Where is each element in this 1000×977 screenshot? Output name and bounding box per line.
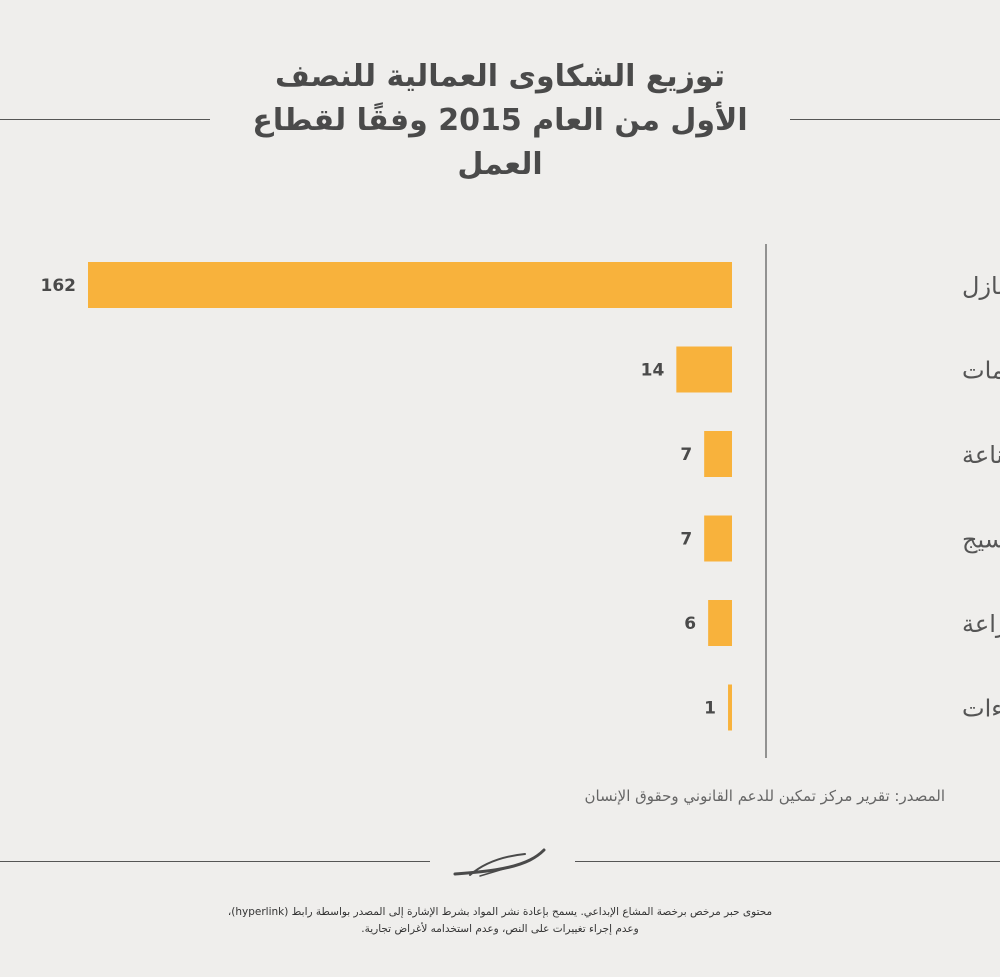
- category-label: الغزل والنسيج: [962, 526, 1000, 554]
- title-rule-right: [790, 119, 1000, 120]
- category-label: الصناعة: [962, 441, 1000, 469]
- license-note: محتوى حبر مرخص برخصة المشاع الإبداعي. يس…: [220, 904, 780, 938]
- bar-chart: عاملات المنازل 162 الخدمات 14 الصناعة 7 الغزل …: [41, 244, 1000, 758]
- bar: [676, 346, 732, 393]
- bar: [704, 515, 732, 562]
- data-label: 1: [704, 699, 716, 719]
- category-label: الإنشاءات: [962, 695, 1000, 723]
- license-line-2: وعدم إجراء تغييرات على النص، وعدم استخدا…: [361, 923, 639, 935]
- footer-rule-left: [0, 861, 430, 862]
- data-label: 6: [684, 614, 696, 634]
- bar: [704, 431, 732, 477]
- category-label: الخدمات: [962, 357, 1000, 385]
- data-label: 14: [641, 361, 665, 381]
- chart-title: توزيع الشكاوى العمالية للنصف الأول من ال…: [210, 55, 790, 187]
- category-label: عاملات المنازل: [962, 272, 1000, 300]
- data-label: 7: [680, 530, 692, 550]
- title-block: توزيع الشكاوى العمالية للنصف الأول من ال…: [0, 55, 1000, 182]
- bar: [88, 262, 732, 308]
- bar: [708, 600, 732, 646]
- category-label: الزراعة: [962, 610, 1000, 638]
- source-note: المصدر: تقرير مركز تمكين للدعم القانوني …: [584, 787, 945, 805]
- chart-title-line-1: توزيع الشكاوى العمالية للنصف: [275, 59, 725, 94]
- data-label: 162: [41, 276, 77, 296]
- hibr-logo-icon: [453, 848, 546, 877]
- bar: [728, 684, 732, 731]
- footer-rule-right: [575, 861, 1000, 862]
- title-rule-left: [0, 119, 210, 120]
- chart-title-line-2: الأول من العام 2015 وفقًا لقطاع العمل: [252, 103, 748, 182]
- data-label: 7: [680, 445, 692, 465]
- license-line-1: محتوى حبر مرخص برخصة المشاع الإبداعي. يس…: [227, 906, 773, 918]
